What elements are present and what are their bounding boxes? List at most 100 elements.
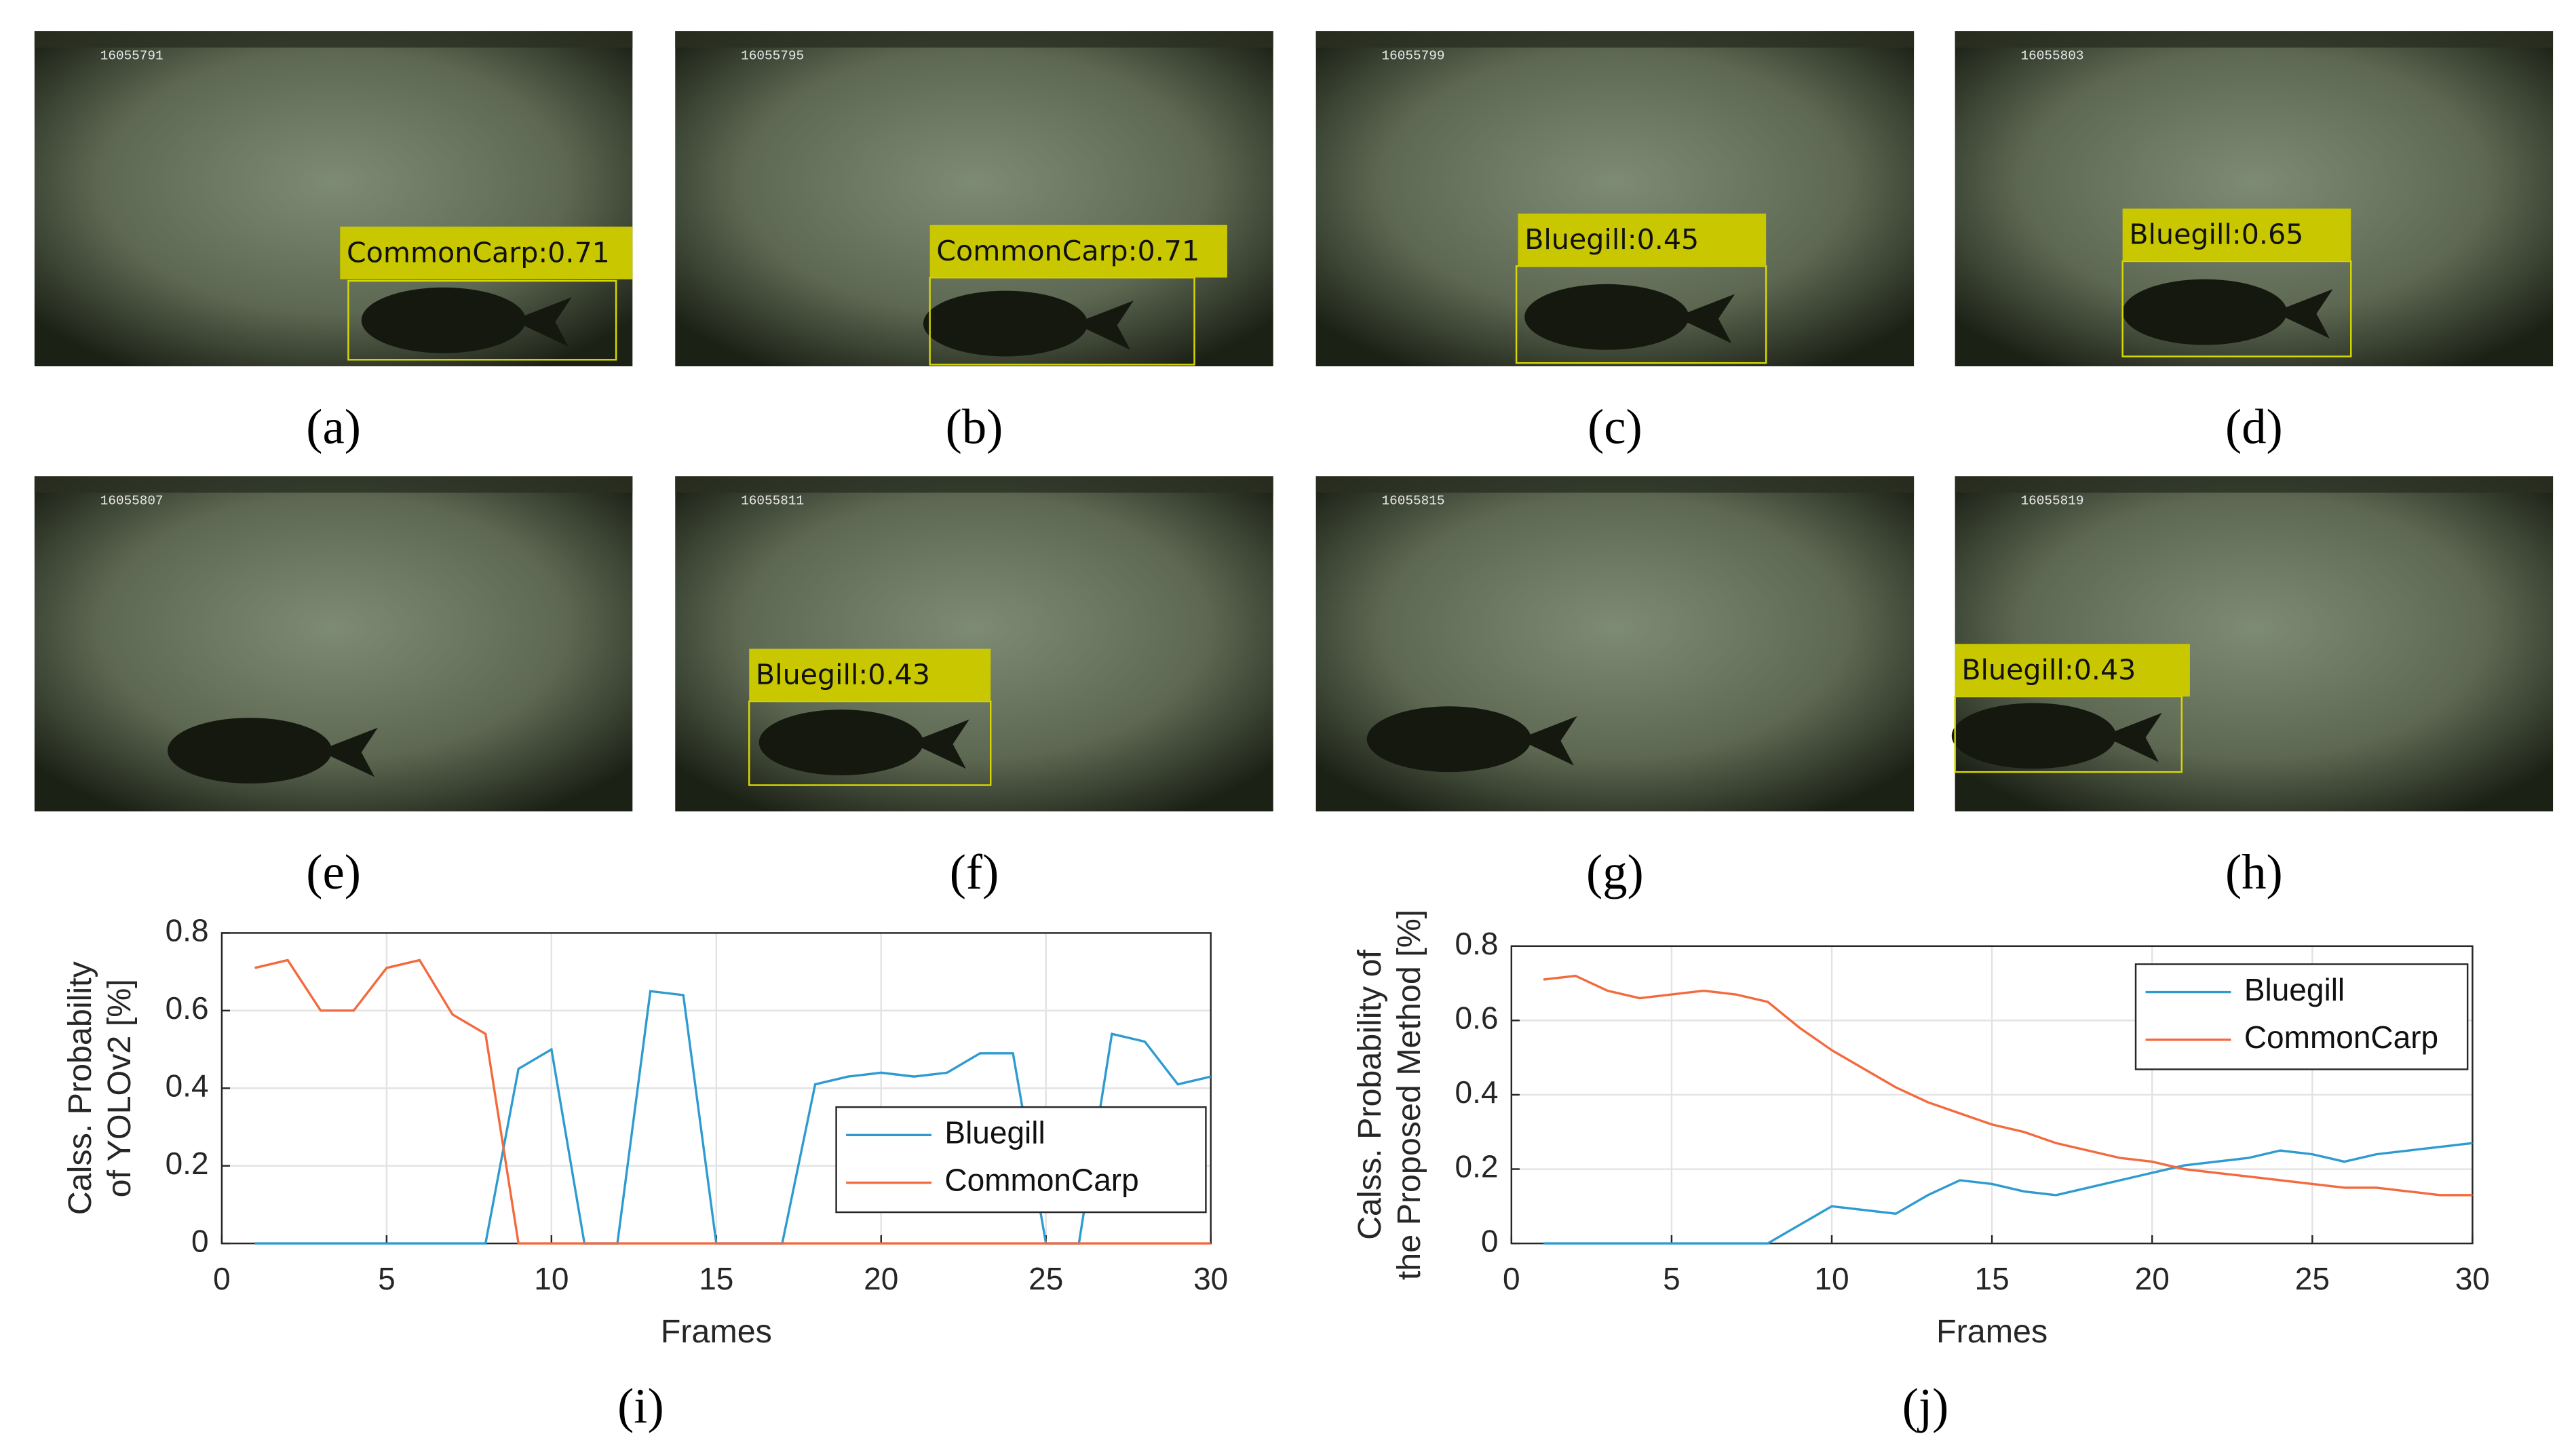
- fish-body: [1366, 706, 1531, 773]
- photo: [675, 476, 1273, 812]
- detection-label-bg: [340, 227, 633, 279]
- fish-body: [361, 287, 526, 353]
- panel-caption: (h): [2225, 845, 2283, 899]
- y-tick-label: 0: [191, 1223, 209, 1258]
- fish-tail: [2102, 712, 2162, 762]
- photo: [34, 31, 633, 367]
- photo-top-shadow: [1315, 31, 1915, 48]
- x-tick-label: 25: [2295, 1261, 2330, 1296]
- fish-body: [2122, 279, 2287, 345]
- chart-caption: (j): [1902, 1378, 1949, 1433]
- legend-label: CommonCarp: [944, 1163, 1138, 1198]
- x-tick-label: 20: [864, 1261, 898, 1296]
- x-tick-label: 15: [699, 1261, 733, 1296]
- fish-tail: [1074, 300, 1134, 350]
- y-tick-label: 0.6: [166, 990, 209, 1026]
- series-line: [254, 958, 1211, 1245]
- detection-label-bg: [2122, 208, 2351, 262]
- panel-caption: (f): [950, 845, 999, 899]
- fish-body: [168, 718, 332, 784]
- legend-box: [2134, 963, 2469, 1070]
- x-tick-label: 30: [2455, 1261, 2490, 1296]
- y-tick-label: 0.4: [1455, 1074, 1499, 1110]
- y-tick-label: 0.2: [166, 1146, 209, 1181]
- legend-label: CommonCarp: [2244, 1020, 2438, 1055]
- detection-label: CommonCarp:0.71: [936, 235, 1199, 267]
- photo-panel: 16055819 Bluegill:0.43: [1951, 476, 2554, 812]
- panel-caption: (b): [946, 400, 1003, 454]
- photo-top-shadow: [1955, 476, 2554, 493]
- photo-top-shadow: [34, 31, 633, 48]
- panel-caption: (d): [2225, 400, 2283, 454]
- y-tick-label: 0.8: [166, 913, 209, 948]
- detection-label: Bluegill:0.45: [1524, 223, 1699, 256]
- frame-number: 16055811: [741, 494, 804, 509]
- detection-label: Bluegill:0.43: [756, 659, 930, 691]
- legend-box: [835, 1106, 1207, 1214]
- detection-label-bg: [1518, 213, 1767, 267]
- fish-body: [1524, 284, 1689, 350]
- y-tick-label: 0: [1481, 1223, 1499, 1258]
- photo-panel: 16055815: [1315, 476, 1915, 812]
- x-tick-label: 5: [378, 1261, 396, 1296]
- photo-top-shadow: [1315, 476, 1915, 493]
- photo-panel: 16055795 CommonCarp:0.71: [675, 31, 1273, 367]
- x-axis-label: Frames: [661, 1313, 772, 1350]
- fish-tail: [1518, 716, 1577, 766]
- photo-panel: 16055803 Bluegill:0.65: [1955, 31, 2554, 367]
- y-axis-label: the Proposed Method [%]: [1391, 910, 1427, 1280]
- y-axis-label: Calss. Probability of: [1351, 949, 1388, 1239]
- photo-top-shadow: [675, 31, 1273, 48]
- frame-number: 16055791: [100, 48, 164, 63]
- photo-top-shadow: [675, 476, 1273, 493]
- y-tick-label: 0.4: [166, 1068, 209, 1103]
- x-tick-label: 20: [2135, 1261, 2170, 1296]
- y-tick-label: 0.8: [1455, 926, 1499, 961]
- detection-label-bg: [749, 648, 991, 701]
- y-tick-label: 0.6: [1455, 1001, 1499, 1036]
- fish-tail: [2273, 289, 2333, 338]
- axes-frame: [1510, 945, 2474, 1245]
- photo-top-shadow: [1955, 31, 2554, 48]
- series-line: [1543, 1142, 2473, 1245]
- fish-tail: [318, 727, 378, 777]
- fish-body: [1951, 703, 2116, 769]
- frame-number: 16055803: [2021, 48, 2084, 63]
- x-tick-label: 10: [534, 1261, 569, 1296]
- frame-number: 16055815: [1382, 494, 1445, 509]
- panel-caption: (g): [1586, 845, 1644, 899]
- fish-body: [923, 290, 1088, 357]
- y-tick-label: 0.2: [1455, 1149, 1499, 1184]
- x-tick-label: 5: [1663, 1261, 1680, 1296]
- legend-label: Bluegill: [944, 1114, 1045, 1150]
- frame-number: 16055807: [100, 494, 164, 509]
- fish-tail: [910, 719, 969, 769]
- frame-number: 16055819: [2021, 494, 2084, 509]
- series-line: [1543, 974, 2473, 1197]
- y-axis-label: Calss. Probability: [62, 961, 98, 1215]
- panel-caption: (a): [306, 400, 361, 454]
- detection-label: Bluegill:0.65: [2129, 218, 2303, 251]
- photo-panel: 16055807: [34, 476, 633, 812]
- panel-caption: (e): [306, 845, 361, 899]
- bounding-box: [347, 279, 617, 361]
- legend-label: Bluegill: [2244, 972, 2345, 1007]
- x-tick-label: 10: [1814, 1261, 1849, 1296]
- frame-number: 16055799: [1382, 48, 1445, 63]
- chart-caption: (i): [617, 1378, 664, 1433]
- fish-body: [758, 710, 923, 775]
- frame-number: 16055795: [741, 48, 804, 63]
- x-tick-label: 30: [1193, 1261, 1228, 1296]
- photo-panel: 16055811 Bluegill:0.43: [675, 476, 1273, 812]
- x-tick-label: 0: [213, 1261, 231, 1296]
- x-tick-label: 25: [1029, 1261, 1063, 1296]
- detection-label-bg: [1955, 644, 2190, 697]
- photo: [34, 476, 633, 812]
- detection-label: CommonCarp:0.71: [347, 236, 610, 269]
- x-tick-label: 15: [1975, 1261, 2010, 1296]
- photo-top-shadow: [34, 476, 633, 493]
- photo-panel: 16055799 Bluegill:0.45: [1315, 31, 1915, 367]
- detection-label-bg: [929, 225, 1227, 278]
- photo-panel: 16055791 CommonCarp:0.71: [34, 31, 633, 367]
